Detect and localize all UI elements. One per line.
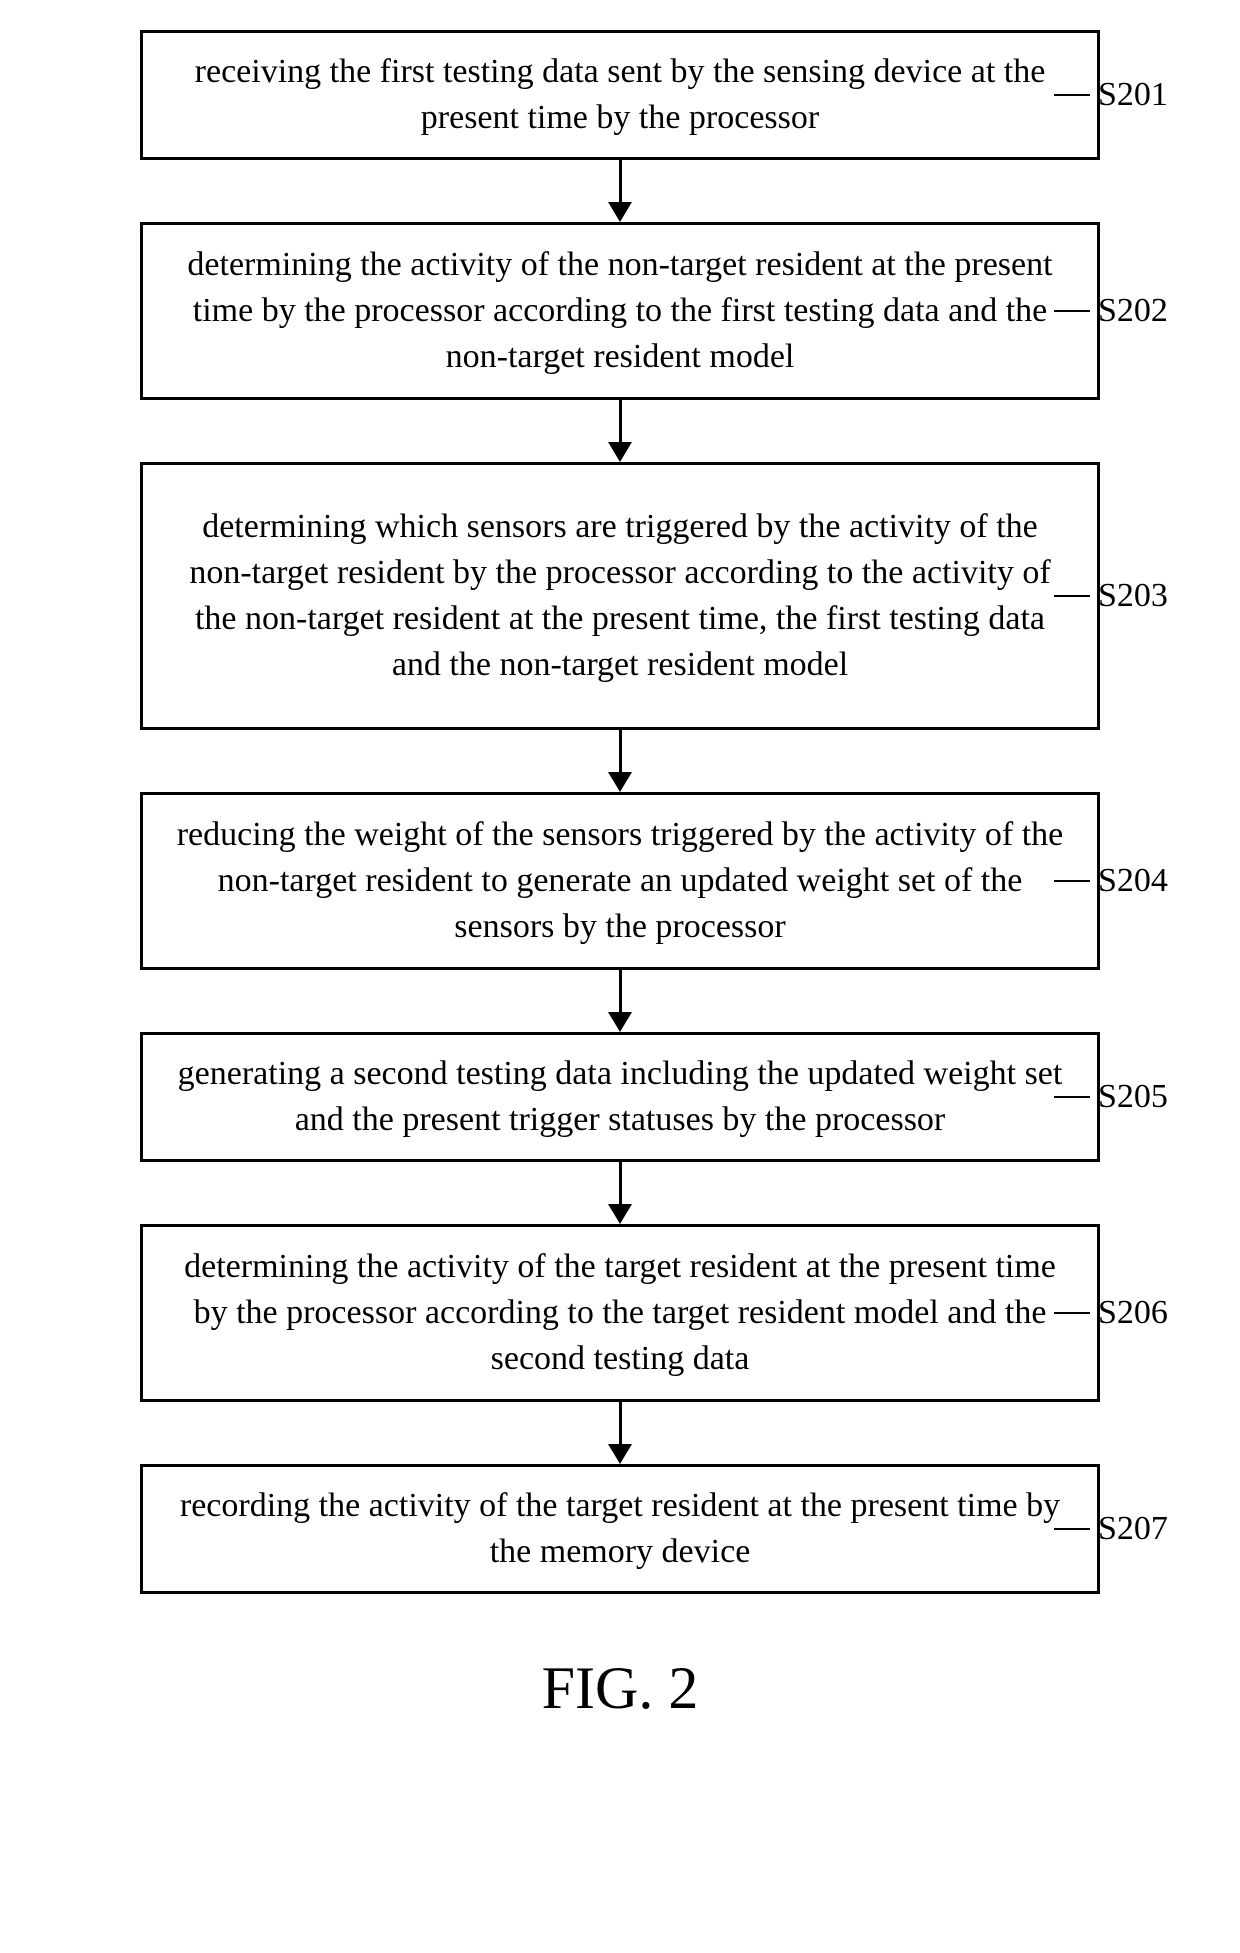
flowchart-row: determining which sensors are triggered … [0,462,1240,730]
arrow [608,1402,632,1464]
flowchart-box-s202: determining the activity of the non-targ… [140,222,1100,400]
arrow [608,1162,632,1224]
flowchart-row: recording the activity of the target res… [0,1464,1240,1594]
box-text: determining the activity of the target r… [167,1244,1073,1382]
step-label: S206 [1098,1294,1168,1332]
flowchart-box-s203: determining which sensors are triggered … [140,462,1100,730]
flowchart-row: determining the activity of the target r… [0,1224,1240,1402]
label-connector: S205 [1054,1078,1168,1116]
arrow-line [619,730,622,772]
arrow [608,970,632,1032]
arrow [608,400,632,462]
box-text: determining the activity of the non-targ… [167,242,1073,380]
arrow-head-icon [608,442,632,462]
arrow-line [619,1162,622,1204]
box-text: receiving the first testing data sent by… [167,49,1073,141]
step-label: S201 [1098,76,1168,114]
label-connector: S206 [1054,1294,1168,1332]
flowchart-row: receiving the first testing data sent by… [0,30,1240,160]
label-tick [1054,880,1090,882]
arrow-line [619,400,622,442]
label-tick [1054,1312,1090,1314]
arrow [608,730,632,792]
step-label: S202 [1098,292,1168,330]
flowchart-container: receiving the first testing data sent by… [0,30,1240,1723]
arrow-head-icon [608,1012,632,1032]
flowchart-box-s201: receiving the first testing data sent by… [140,30,1100,160]
box-text: determining which sensors are triggered … [167,504,1073,688]
arrow-head-icon [608,772,632,792]
flowchart-box-s204: reducing the weight of the sensors trigg… [140,792,1100,970]
arrow-line [619,160,622,202]
label-tick [1054,1096,1090,1098]
flowchart-row: determining the activity of the non-targ… [0,222,1240,400]
label-tick [1054,1528,1090,1530]
arrow-line [619,1402,622,1444]
label-connector: S207 [1054,1510,1168,1548]
label-connector: S204 [1054,862,1168,900]
box-text: reducing the weight of the sensors trigg… [167,812,1073,950]
step-label: S207 [1098,1510,1168,1548]
step-label: S203 [1098,577,1168,615]
flowchart-row: generating a second testing data includi… [0,1032,1240,1162]
arrow-head-icon [608,1444,632,1464]
arrow [608,160,632,222]
label-connector: S202 [1054,292,1168,330]
box-text: recording the activity of the target res… [167,1483,1073,1575]
flowchart-row: reducing the weight of the sensors trigg… [0,792,1240,970]
flowchart-box-s205: generating a second testing data includi… [140,1032,1100,1162]
label-connector: S201 [1054,76,1168,114]
arrow-head-icon [608,1204,632,1224]
flowchart-box-s207: recording the activity of the target res… [140,1464,1100,1594]
label-tick [1054,310,1090,312]
arrow-line [619,970,622,1012]
arrow-head-icon [608,202,632,222]
flowchart-box-s206: determining the activity of the target r… [140,1224,1100,1402]
label-tick [1054,94,1090,96]
step-label: S205 [1098,1078,1168,1116]
box-text: generating a second testing data includi… [167,1051,1073,1143]
step-label: S204 [1098,862,1168,900]
label-connector: S203 [1054,577,1168,615]
label-tick [1054,595,1090,597]
figure-caption: FIG. 2 [542,1654,699,1723]
